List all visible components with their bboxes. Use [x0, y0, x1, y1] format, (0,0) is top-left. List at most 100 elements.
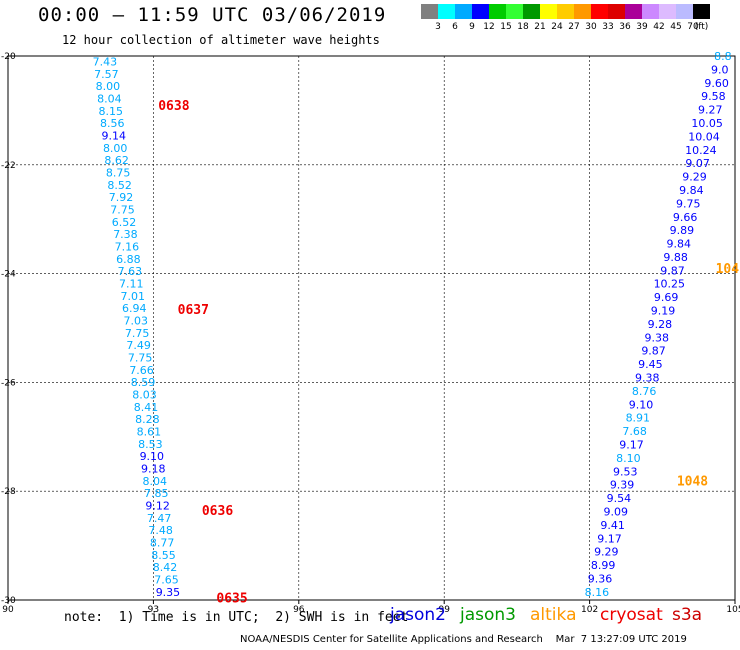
- legend-swatch: [557, 4, 574, 19]
- wave-height-value: 9.89: [670, 224, 695, 237]
- wave-height-value: 8.03: [132, 388, 157, 401]
- x-tick-label: 105: [726, 605, 740, 615]
- legend-swatch: [693, 4, 710, 19]
- wave-height-value: 7.85: [144, 487, 169, 500]
- legend-label: 33: [602, 22, 614, 32]
- wave-height-value: 9.69: [654, 291, 679, 304]
- wave-height-value: 10.25: [654, 278, 686, 291]
- legend-swatch: [523, 4, 540, 19]
- legend-swatch: [489, 4, 506, 19]
- legend-label: 39: [636, 22, 648, 32]
- wave-height-value: 9.41: [600, 519, 625, 532]
- wave-height-value: 9.53: [613, 465, 638, 478]
- pass-time-label: 104: [716, 262, 740, 277]
- legend-label: 18: [517, 22, 529, 32]
- legend-swatch: [506, 4, 523, 19]
- y-tick-label: -26: [1, 378, 16, 388]
- y-tick-label: -20: [1, 52, 16, 62]
- wave-height-value: 7.66: [129, 364, 154, 377]
- wave-height-value: 7.43: [93, 55, 118, 68]
- wave-height-value: 9.18: [141, 462, 166, 475]
- wave-height-value: 8.41: [134, 401, 159, 414]
- y-tick-label: -22: [1, 161, 16, 171]
- series-track-1: 7.437.578.008.048.158.569.148.008.628.75…: [93, 55, 181, 598]
- wave-height-value: 8.42: [153, 561, 178, 574]
- wave-height-value: 8.15: [99, 105, 124, 118]
- pass-time-label: 0636: [202, 504, 233, 519]
- wave-height-value: 9.27: [698, 104, 723, 117]
- pass-time-label: 0638: [158, 99, 189, 114]
- legend-label: 15: [500, 22, 512, 32]
- wave-height-value: 9.29: [682, 171, 707, 184]
- wave-height-value: 9.07: [685, 157, 710, 170]
- series-track-2: 8.89.09.609.589.2710.0510.0410.249.079.2…: [585, 50, 732, 599]
- wave-height-value: 9.38: [635, 372, 660, 385]
- wave-height-value: 9.87: [660, 264, 685, 277]
- wave-height-value: 9.12: [145, 499, 170, 512]
- legend-swatch: [438, 4, 455, 19]
- plot-frame: [7, 55, 736, 601]
- wave-height-value: 7.49: [126, 339, 151, 352]
- wave-height-value: 6.94: [122, 302, 147, 315]
- wave-height-value: 8.62: [104, 154, 129, 167]
- wave-height-value: 9.58: [701, 90, 726, 103]
- wave-height-value: 8.00: [96, 80, 121, 93]
- satellite-s3a: s3a: [672, 605, 703, 625]
- wave-height-value: 7.11: [119, 277, 144, 290]
- legend-swatch: [642, 4, 659, 19]
- wave-height-value: 9.88: [663, 251, 688, 264]
- wave-height-value: 9.54: [607, 492, 632, 505]
- y-tick-label: -28: [1, 487, 16, 497]
- wave-height-value: 9.0: [711, 63, 729, 76]
- legend-label: 9: [469, 22, 475, 32]
- wave-height-value: 9.38: [644, 331, 669, 344]
- wave-height-value: 10.24: [685, 144, 717, 157]
- x-tick-label: 102: [581, 605, 598, 615]
- legend-swatch: [676, 4, 693, 19]
- color-legend: 3 6 9 12 15 18 21 24 27 30 33 36 39 42 45 70 (ft): [421, 4, 710, 32]
- wave-height-value: 9.28: [648, 318, 673, 331]
- wave-height-value: 7.68: [622, 425, 647, 438]
- legend-swatches: [421, 4, 710, 19]
- wave-height-value: 7.92: [109, 191, 134, 204]
- wave-height-value: 7.48: [148, 524, 173, 537]
- wave-height-value: 9.19: [651, 305, 676, 318]
- wave-height-value: 6.52: [112, 216, 137, 229]
- legend-swatch: [472, 4, 489, 19]
- wave-height-value: 8.53: [138, 438, 163, 451]
- legend-swatch: [455, 4, 472, 19]
- wave-height-value: 9.87: [641, 345, 666, 358]
- wave-height-value: 9.66: [673, 211, 698, 224]
- legend-swatch: [540, 4, 557, 19]
- legend-label: 3: [435, 22, 441, 32]
- legend-label: 6: [452, 22, 458, 32]
- wave-height-value: 9.09: [604, 505, 629, 518]
- wave-height-value: 8.00: [103, 142, 128, 155]
- legend-swatch: [421, 4, 438, 19]
- wave-height-value: 7.65: [154, 574, 179, 587]
- x-tick-label: 99: [438, 605, 450, 615]
- wave-height-value: 8.52: [107, 179, 132, 192]
- wave-height-value: 8.28: [135, 413, 160, 426]
- legend-label: 27: [568, 22, 580, 32]
- legend-label: 12: [483, 22, 495, 32]
- legend-label: 45: [670, 22, 682, 32]
- legend-label: 21: [534, 22, 546, 32]
- wave-height-value: 7.75: [125, 327, 150, 340]
- wave-height-value: 7.38: [113, 228, 138, 241]
- y-tick-label: -24: [1, 270, 16, 280]
- wave-height-value: 9.39: [610, 479, 635, 492]
- legend-swatch: [574, 4, 591, 19]
- y-tick-label: -30: [1, 596, 16, 606]
- chart-title: 00:00 – 11:59 UTC 03/06/2019: [38, 4, 387, 26]
- legend-label: 42: [653, 22, 665, 32]
- x-tick-label: 90: [2, 605, 14, 615]
- wave-height-value: 7.03: [123, 314, 148, 327]
- wave-height-value: 7.75: [128, 351, 153, 364]
- wave-height-value: 7.75: [110, 203, 135, 216]
- wave-height-value: 8.04: [143, 475, 168, 488]
- wave-height-value: 8.77: [150, 537, 175, 550]
- credit-line: NOAA/NESDIS Center for Satellite Applica…: [240, 634, 687, 645]
- legend-swatch: [625, 4, 642, 19]
